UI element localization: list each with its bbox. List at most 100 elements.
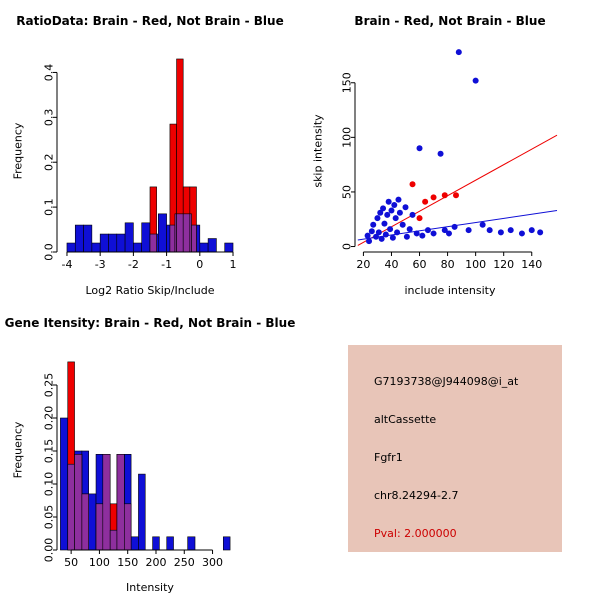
hist-bar-blue [157, 213, 167, 253]
x-tick-label: 150 [117, 556, 138, 569]
x-tick-label: 0 [196, 258, 203, 271]
y-tick-label: 0.4 [43, 64, 56, 82]
y-tick-label: 50 [341, 185, 354, 199]
scatter-point-blue [465, 227, 472, 234]
x-tick-label: 100 [89, 556, 110, 569]
scatter-point-blue [394, 229, 401, 236]
scatter-point-blue [441, 227, 448, 234]
hist-bar-blue [138, 473, 146, 551]
event-type-text: altCassette [374, 413, 437, 426]
y-tick-label: 150 [341, 72, 354, 93]
gene-hist-title: Gene Itensity: Brain - Red, Not Brain - … [4, 316, 296, 330]
scatter-point-red [453, 192, 459, 199]
y-tick-label: 0.15 [43, 439, 56, 464]
scatter-point-blue [403, 233, 410, 240]
overlap-bar [109, 529, 118, 551]
hist-bar-blue [141, 222, 151, 253]
scatter-point-blue [507, 227, 514, 234]
scatter-point-blue [479, 221, 486, 228]
overlap-bar [169, 224, 176, 253]
x-tick-label: 40 [384, 258, 398, 271]
hist-bar-blue [199, 242, 209, 253]
x-tick-label: -4 [61, 258, 72, 271]
ratio-hist-ylabel: Frequency [11, 122, 25, 180]
ratio-histogram-plot: -4 -3 -2 -1 0 1 0.0 0.1 0.2 0.3 0.4 [43, 58, 237, 271]
scatter-point-blue [399, 221, 406, 228]
hist-bar-blue [116, 233, 126, 253]
scatter-point-red [416, 215, 423, 222]
overlap-bar [102, 454, 111, 551]
x-tick-label: 120 [493, 258, 514, 271]
hist-bar-blue [74, 224, 84, 253]
scatter-point-blue [378, 235, 385, 242]
overlap-bar [116, 454, 125, 551]
scatter-title: Brain - Red, Not Brain - Blue [354, 14, 546, 28]
gene-name-text: Fgfr1 [374, 451, 403, 464]
scatter-point-blue [388, 207, 395, 214]
scatter-point-blue [375, 229, 382, 236]
overlap-bar [81, 493, 89, 551]
blue-regression-line [357, 210, 558, 241]
scatter-point-blue [437, 150, 444, 157]
scatter-point-blue [528, 227, 535, 234]
x-tick-label: 100 [465, 258, 486, 271]
scatter-point-blue [373, 233, 380, 240]
info-panel: G7193738@J944098@i_at altCassette Fgfr1 … [348, 345, 562, 552]
hist-bar-blue [60, 417, 69, 551]
x-tick-label: -1 [161, 258, 172, 271]
scatter-point-blue [537, 229, 544, 236]
scatter-point-blue [387, 226, 394, 233]
overlap-bar [182, 213, 191, 253]
scatter-point-blue [396, 209, 403, 216]
overlap-bars [149, 213, 197, 253]
hist-bar-blue [88, 493, 97, 551]
scatter-point-blue [497, 229, 504, 236]
pval-text: Pval: 2.000000 [374, 527, 457, 540]
scatter-point-blue [391, 202, 398, 209]
x-tick-label: 200 [145, 556, 166, 569]
scatter-point-red [441, 192, 448, 199]
scatter-point-red [409, 181, 416, 188]
y-tick-label: 0.0 [43, 243, 56, 261]
y-tick-label: 0.1 [43, 198, 56, 216]
y-tick-label: 100 [341, 127, 354, 148]
y-tick-label: 0.05 [43, 505, 56, 530]
x-tick-label: 140 [521, 258, 542, 271]
y-tick-label: 0.20 [43, 406, 56, 431]
hist-bar-blue [166, 536, 174, 551]
scatter-point-blue [518, 230, 525, 237]
scatter-point-red [422, 198, 429, 205]
hist-bar-blue [83, 224, 93, 253]
overlap-bar [149, 233, 157, 253]
blue-series-points [364, 49, 544, 245]
scatter-point-blue [385, 198, 392, 205]
x-tick-label: 50 [64, 556, 78, 569]
scatter-point-red [430, 194, 437, 201]
x-tick-label: -3 [95, 258, 106, 271]
x-tick-label: -2 [128, 258, 139, 271]
probe-id-text: G7193738@J944098@i_at [374, 375, 519, 388]
red-series-points [409, 181, 459, 222]
scatter-point-blue [419, 232, 426, 239]
x-tick-label: 250 [174, 556, 195, 569]
scatter-point-blue [455, 49, 462, 56]
scatter-point-blue [380, 205, 387, 212]
scatter-point-blue [368, 228, 375, 235]
hist-bar-blue [124, 222, 134, 253]
hist-bar-blue [207, 238, 217, 253]
overlap-bar [191, 224, 197, 253]
scatter-point-blue [374, 215, 381, 222]
scatter-ylabel: skip intensity [311, 114, 325, 188]
scatter-point-blue [451, 223, 458, 230]
scatter-point-blue [445, 230, 452, 237]
hist-bar-blue [222, 536, 231, 551]
hist-bar-blue [224, 242, 234, 253]
scatter-point-blue [364, 232, 371, 239]
axes: -4 -3 -2 -1 0 1 0.0 0.1 0.2 0.3 0.4 [43, 64, 237, 271]
overlap-bar [176, 213, 184, 253]
intensity-scatter-plot: 20 40 60 80 100 120 140 0 50 100 150 [341, 49, 558, 271]
hist-bar-blue [152, 536, 160, 551]
hist-bar-blue [99, 233, 109, 253]
hist-bar-blue [66, 242, 76, 253]
